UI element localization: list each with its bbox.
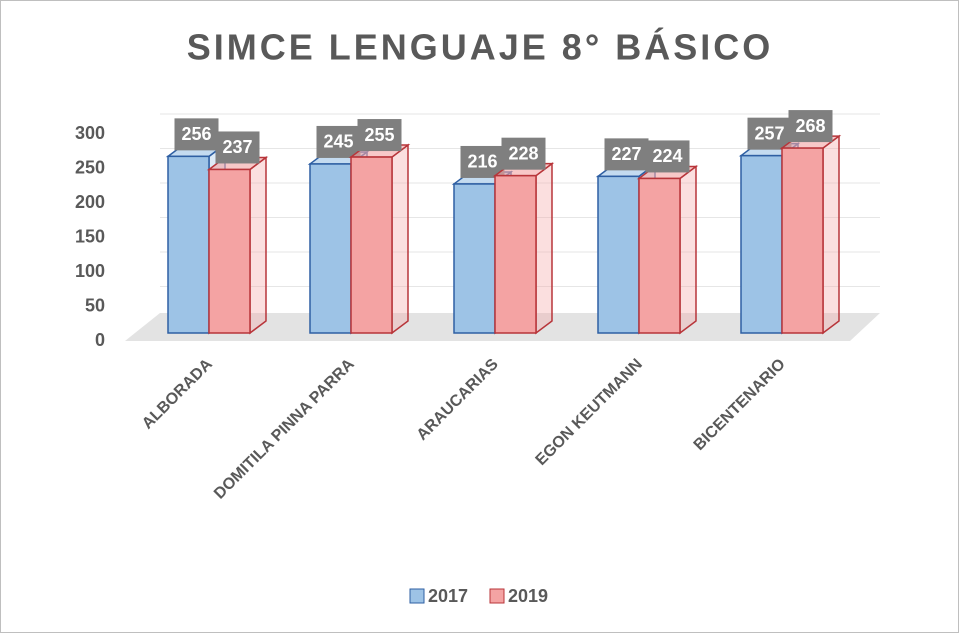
bar [453, 183, 496, 334]
data-label-box [645, 140, 690, 173]
bar [167, 155, 210, 334]
bar-side [679, 164, 697, 335]
data-label-box [501, 137, 546, 170]
data-label: 228 [508, 143, 538, 163]
bar [494, 174, 537, 334]
data-label-box [460, 145, 505, 178]
chart-title: SIMCE LENGUAJE 8° BÁSICO [187, 27, 773, 68]
y-tick-label: 150 [75, 226, 105, 246]
y-tick-label: 50 [85, 295, 105, 315]
data-label: 257 [754, 123, 784, 143]
bar [309, 163, 352, 334]
bar [638, 177, 681, 334]
data-label-box [604, 138, 649, 171]
data-label: 237 [222, 137, 252, 157]
bar [597, 175, 640, 334]
bar-side [391, 143, 409, 335]
data-label-box [747, 117, 792, 150]
data-label: 268 [795, 116, 825, 136]
data-label-box [215, 131, 260, 164]
data-label-box [788, 110, 833, 143]
y-tick-label: 300 [75, 123, 105, 143]
data-label: 216 [467, 152, 497, 172]
data-label-box [174, 118, 219, 151]
data-label: 256 [181, 124, 211, 144]
legend-swatch [489, 588, 505, 604]
bar [740, 154, 783, 334]
y-tick-label: 250 [75, 157, 105, 177]
bar [350, 156, 393, 334]
y-tick-label: 0 [95, 330, 105, 350]
legend-label: 2017 [428, 586, 468, 606]
bar-side [249, 155, 267, 335]
y-tick-label: 100 [75, 261, 105, 281]
data-label: 227 [611, 144, 641, 164]
legend-label: 2019 [508, 586, 548, 606]
y-tick-label: 200 [75, 192, 105, 212]
data-label-box [357, 119, 402, 152]
bar [208, 168, 251, 334]
bar-side [535, 162, 553, 335]
bar [781, 147, 824, 334]
legend-swatch [409, 588, 425, 604]
data-label-box [316, 125, 361, 158]
data-label: 224 [652, 146, 682, 166]
bar-side [822, 134, 840, 335]
data-label: 255 [364, 125, 394, 145]
data-label: 245 [323, 132, 353, 152]
